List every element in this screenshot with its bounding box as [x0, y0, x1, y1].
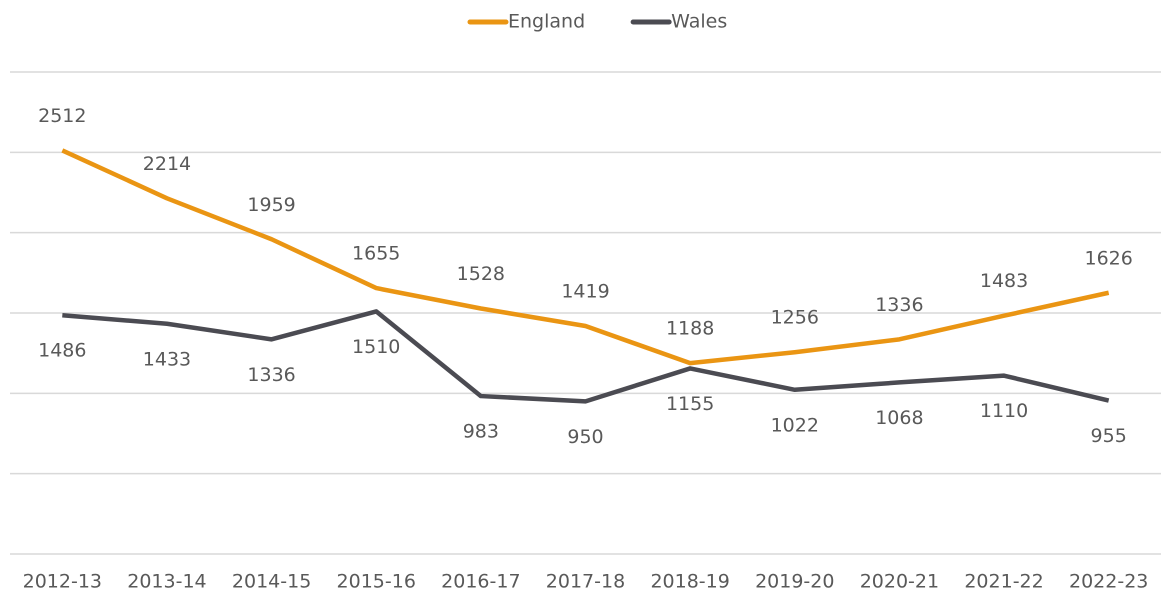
- x-tick-label: 2014-15: [232, 571, 311, 593]
- data-label: 1483: [980, 270, 1028, 292]
- series-line: [62, 309, 1110, 404]
- data-label: 1336: [247, 364, 295, 386]
- x-tick-label: 2015-16: [337, 571, 416, 593]
- x-tick-label: 2017-18: [546, 571, 625, 593]
- x-tick-label: 2018-19: [650, 571, 729, 593]
- data-label: 1433: [143, 348, 191, 370]
- x-tick-label: 2012-13: [23, 571, 102, 593]
- x-tick-label: 2021-22: [964, 571, 1043, 593]
- data-label: 1528: [457, 263, 505, 285]
- data-label: 950: [567, 426, 603, 448]
- data-label: 1188: [666, 318, 714, 340]
- data-label: 1336: [875, 294, 923, 316]
- x-tick-label: 2020-21: [860, 571, 939, 593]
- legend-label: England: [508, 11, 585, 33]
- data-label: 983: [463, 421, 499, 443]
- data-label: 1626: [1085, 247, 1133, 269]
- x-tick-label: 2019-20: [755, 571, 834, 593]
- x-tick-label: 2022-23: [1069, 571, 1148, 593]
- data-label: 1655: [352, 243, 400, 265]
- data-label: 1486: [38, 340, 86, 362]
- data-label: 1068: [875, 407, 923, 429]
- data-label: 1110: [980, 400, 1028, 422]
- data-label: 1510: [352, 336, 400, 358]
- data-label: 1256: [771, 307, 819, 329]
- series-line: [61, 148, 1110, 366]
- data-label: 1022: [771, 414, 819, 436]
- x-tick-label: 2016-17: [441, 571, 520, 593]
- data-label: 1419: [561, 281, 609, 303]
- data-label: 2214: [143, 153, 191, 175]
- x-tick-label: 2013-14: [127, 571, 206, 593]
- data-label: 1155: [666, 393, 714, 415]
- data-label: 2512: [38, 105, 86, 127]
- data-label: 1959: [247, 194, 295, 216]
- data-label: 955: [1091, 425, 1127, 447]
- legend-label: Wales: [671, 11, 727, 33]
